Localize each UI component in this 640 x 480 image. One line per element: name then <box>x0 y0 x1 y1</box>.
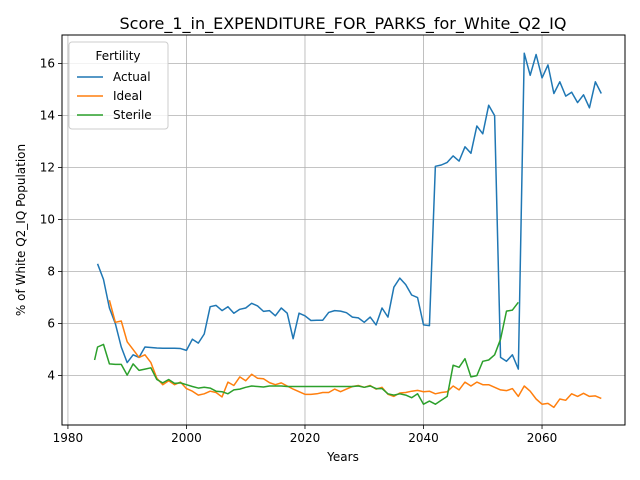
series-line-actual <box>96 52 602 370</box>
series-line-sterile <box>93 301 519 405</box>
legend-label-ideal: Ideal <box>113 89 142 103</box>
x-axis-ticks: 1980 2000 2020 2040 2060 <box>53 425 558 445</box>
y-tick-label: 4 <box>47 369 55 383</box>
y-tick-label: 6 <box>47 317 55 331</box>
legend-title: Fertility <box>95 49 140 63</box>
y-axis-ticks: 4 6 8 10 12 14 16 <box>40 57 62 383</box>
legend-label-sterile: Sterile <box>113 108 152 122</box>
series-lines <box>93 52 602 409</box>
x-tick-label: 2020 <box>290 431 321 445</box>
x-tick-label: 2060 <box>527 431 558 445</box>
chart-title: Score_1_in_EXPENDITURE_FOR_PARKS_for_Whi… <box>120 14 567 34</box>
y-tick-label: 8 <box>47 265 55 279</box>
legend-label-actual: Actual <box>113 70 151 84</box>
y-tick-label: 16 <box>40 57 55 71</box>
y-axis-label: % of White Q2_IQ Population <box>14 144 28 316</box>
legend-items: Actual Ideal Sterile <box>77 70 152 122</box>
x-tick-label: 2040 <box>408 431 439 445</box>
plot-frame <box>61 34 626 426</box>
x-tick-label: 2000 <box>171 431 202 445</box>
grid <box>62 35 625 425</box>
x-axis-label: Years <box>326 450 359 464</box>
y-tick-label: 12 <box>40 161 55 175</box>
x-tick-label: 1980 <box>53 431 84 445</box>
legend: Fertility Actual Ideal Sterile <box>68 41 169 130</box>
y-tick-label: 14 <box>40 109 55 123</box>
legend-box <box>68 41 169 130</box>
y-tick-label: 10 <box>40 213 55 227</box>
